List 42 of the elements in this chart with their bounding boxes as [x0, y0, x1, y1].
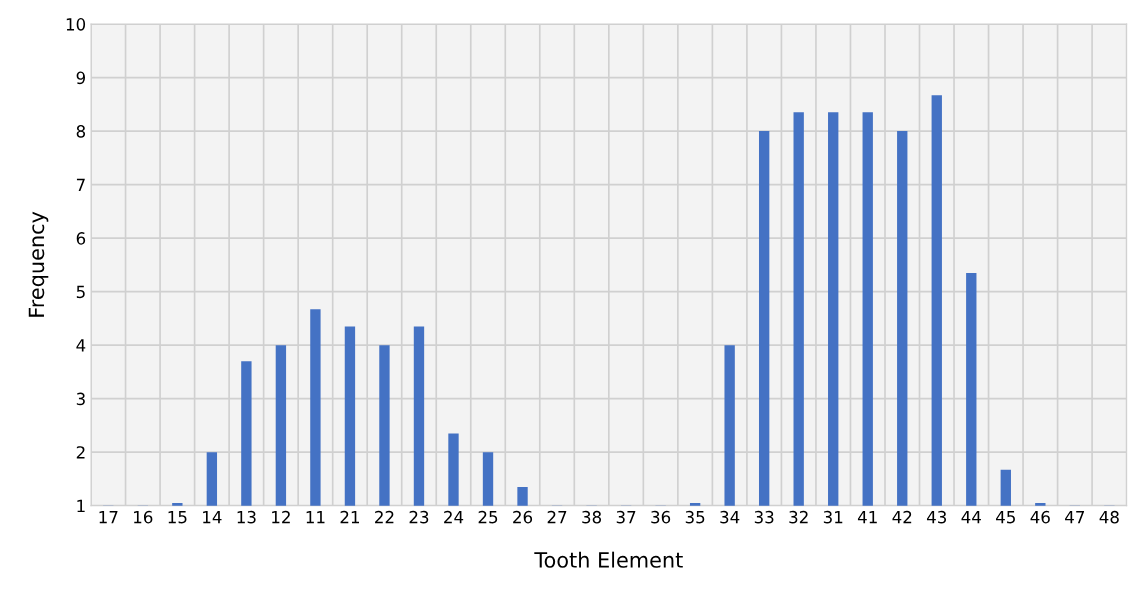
x-tick-label: 33	[754, 510, 774, 524]
x-tick-label: 25	[478, 510, 498, 524]
x-tick-label: 15	[168, 511, 187, 524]
x-tick-label: 17	[99, 511, 118, 524]
x-tick-label: 21	[340, 510, 359, 524]
x-tick-label: 16	[134, 510, 153, 524]
y-axis-title: Frequency	[28, 211, 49, 317]
x-tick-label: 41	[857, 511, 877, 524]
x-tick-label: 38	[582, 510, 602, 524]
x-tick-label: 13	[237, 510, 256, 524]
x-tick-label: 11	[306, 511, 325, 524]
x-tick-label: 14	[203, 511, 222, 524]
x-axis-title: Tooth Element	[534, 551, 683, 568]
y-tick-label: 10	[66, 18, 86, 31]
x-tick-label: 42	[892, 510, 912, 524]
x-tick-label: 12	[272, 510, 290, 524]
x-tick-label: 37	[616, 510, 636, 524]
y-tick-label: 4	[76, 339, 86, 352]
x-tick-label: 48	[1099, 510, 1119, 524]
x-tick-label: 27	[547, 510, 567, 524]
x-tick-label: 31	[823, 510, 843, 524]
y-tick-label: 2	[76, 446, 85, 459]
x-tick-label: 24	[444, 510, 464, 524]
x-tick-label: 35	[685, 510, 705, 524]
y-tick-label: 1	[77, 499, 85, 513]
y-tick-label: 6	[76, 232, 86, 245]
y-tick-label: 5	[76, 285, 85, 299]
y-tick-label: 9	[76, 71, 86, 85]
x-tick-label: 45	[996, 511, 1015, 524]
x-tick-label: 34	[720, 510, 740, 524]
x-tick-label: 26	[513, 510, 533, 524]
y-tick-label: 8	[76, 125, 86, 138]
x-tick-label: 22	[375, 510, 394, 524]
x-tick-label: 47	[1065, 511, 1085, 524]
x-tick-label: 43	[926, 510, 947, 524]
x-tick-label: 23	[409, 510, 429, 524]
y-tick-label: 3	[76, 392, 85, 406]
x-tick-label: 46	[1030, 510, 1050, 524]
x-tick-label: 36	[651, 510, 671, 524]
y-tick-label: 7	[76, 178, 85, 191]
x-tick-label: 44	[961, 511, 981, 524]
x-tick-label: 32	[789, 510, 808, 524]
